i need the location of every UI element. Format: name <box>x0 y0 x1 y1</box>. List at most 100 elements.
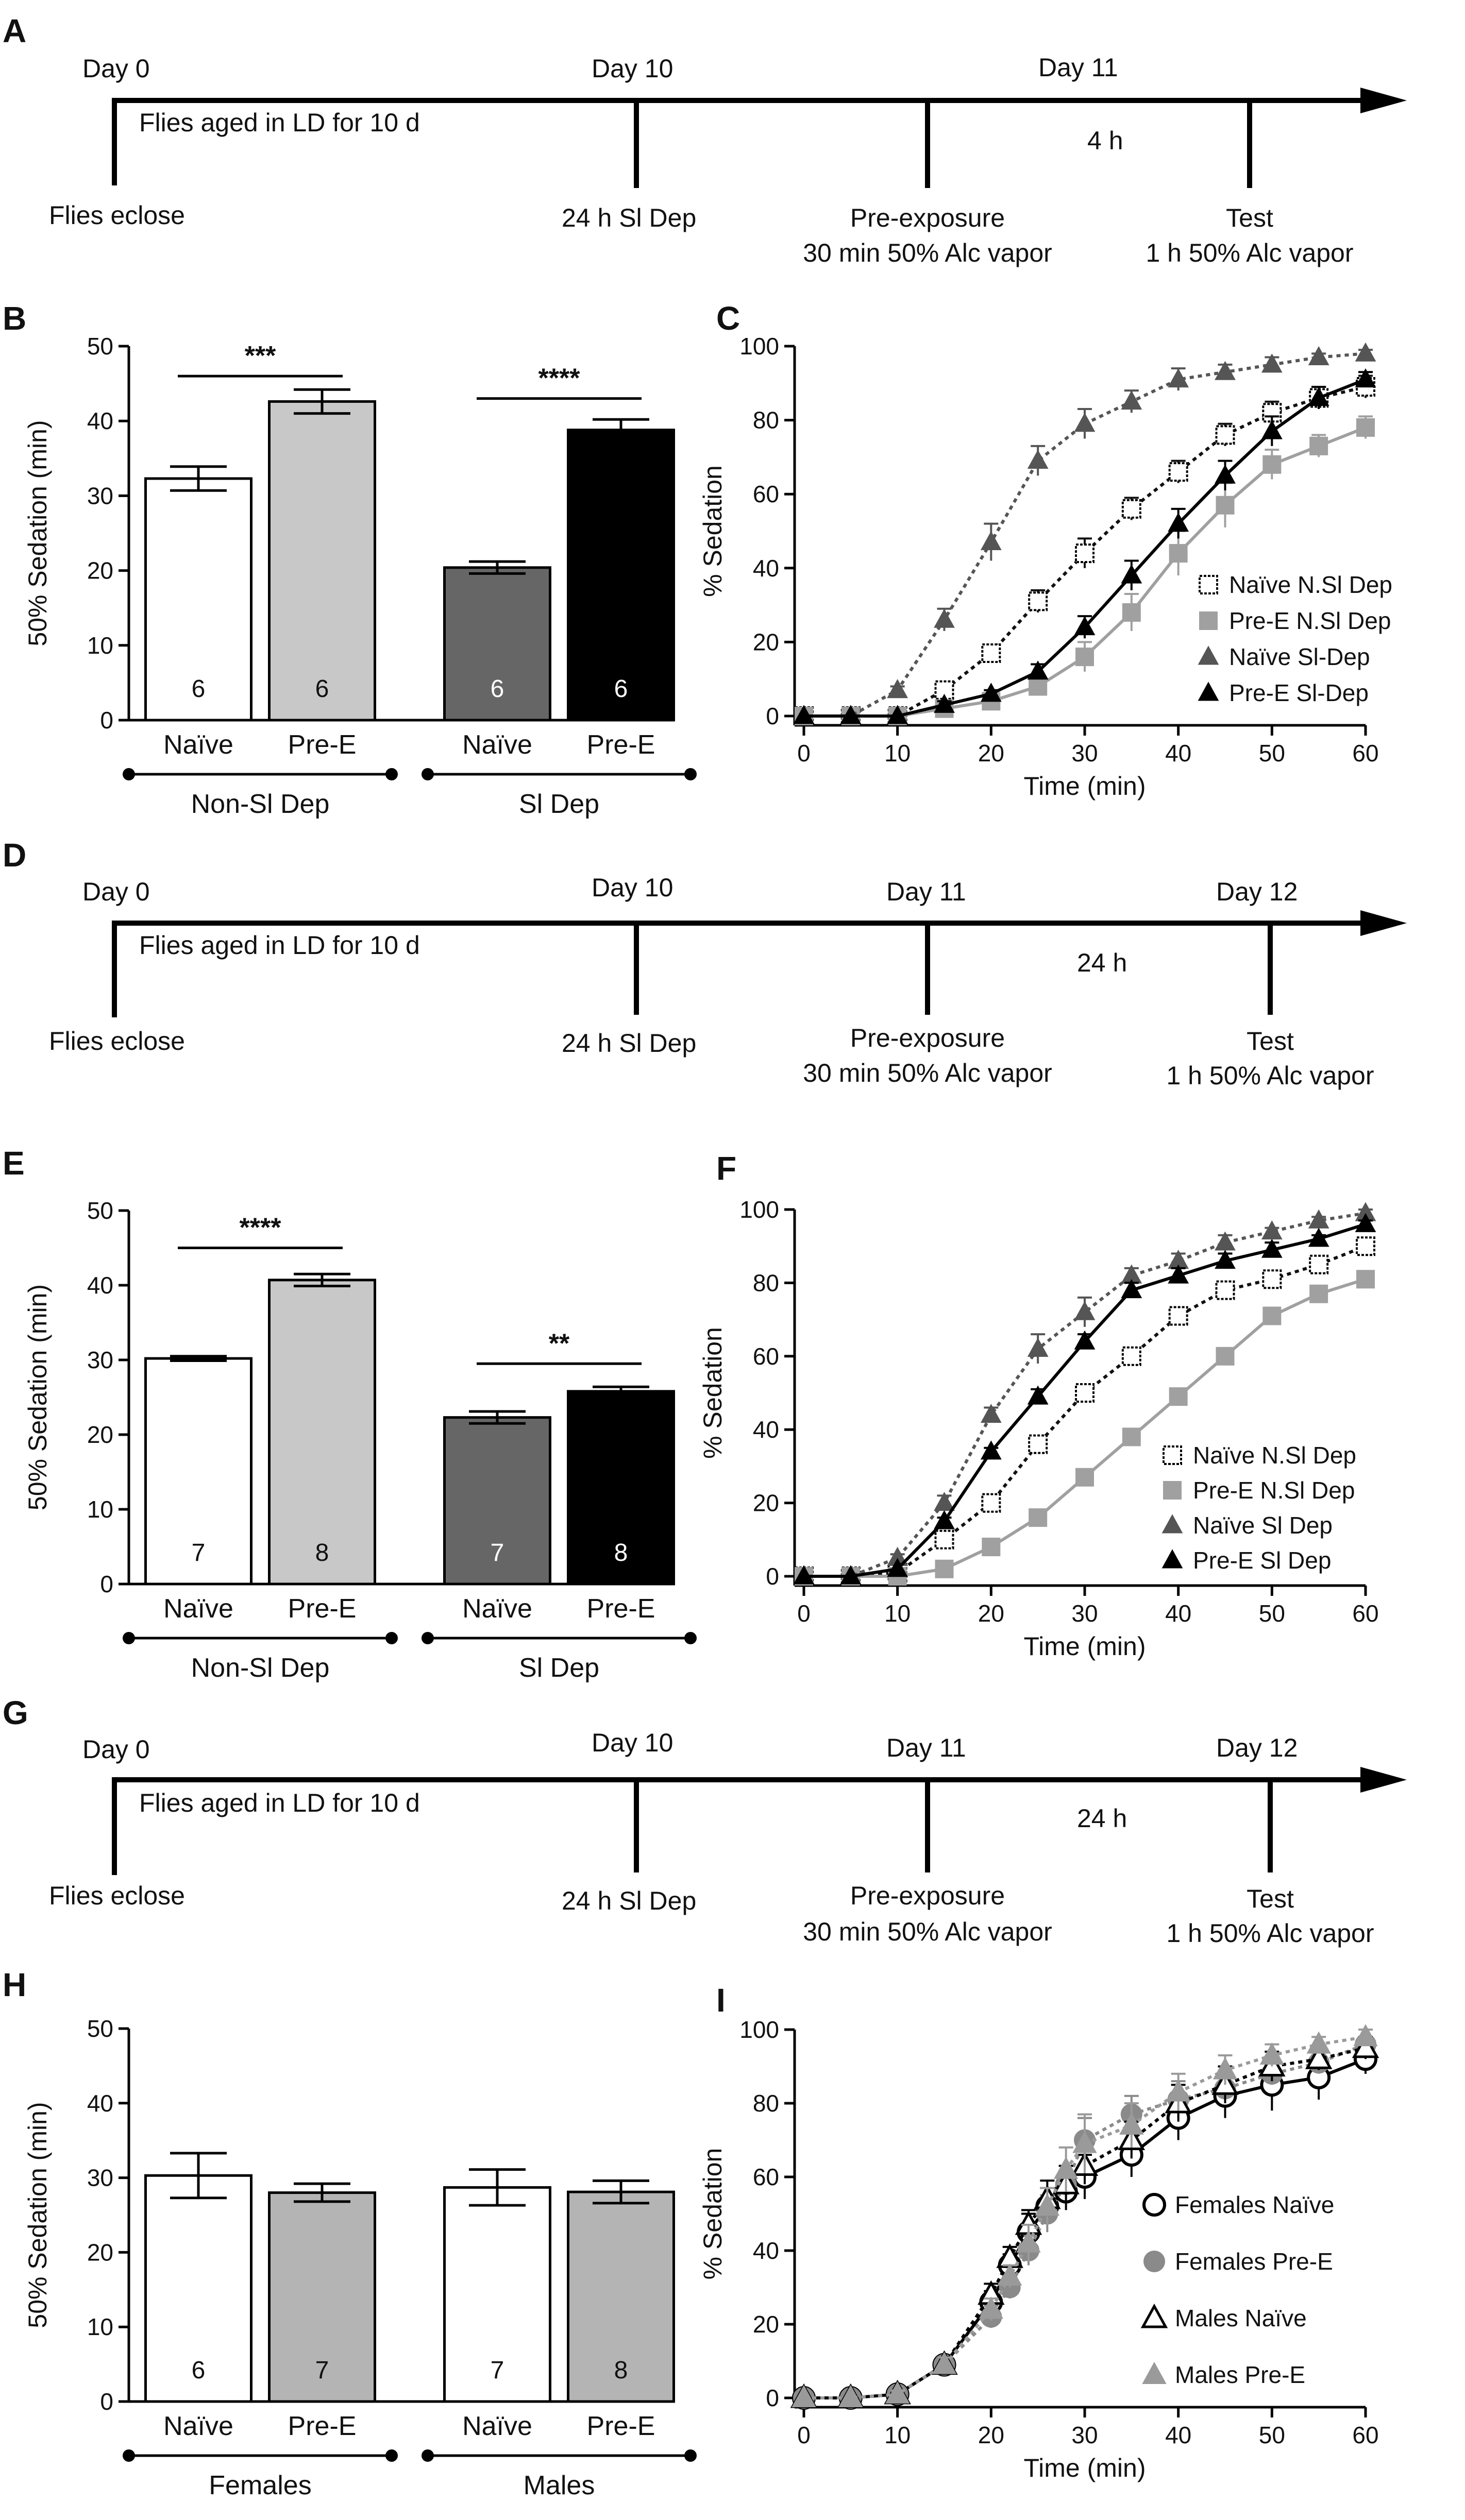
x-tick-label: 40 <box>1165 2422 1191 2448</box>
timeline-aged-text: Flies aged in LD for 10 d <box>139 108 420 137</box>
category-label: Naïve <box>163 2411 233 2441</box>
series-line <box>804 2042 1367 2399</box>
panel-letter: B <box>3 300 26 337</box>
data-point <box>1163 1445 1182 1465</box>
data-point <box>1029 677 1048 696</box>
bar-chart-e: E 0 10 20 30 40 50 50% Sedation (min) 7 Naïve 8 Pre… <box>3 1145 697 1683</box>
data-point <box>1213 2057 1238 2080</box>
y-tick-label: 40 <box>753 555 779 582</box>
y-axis-label: 50% Sedation (min) <box>23 420 52 646</box>
n-label: 6 <box>315 675 329 703</box>
y-tick-label: 0 <box>766 1563 779 1590</box>
timeline-sldep: 24 h Sl Dep <box>562 1029 696 1058</box>
x-tick-label: 60 <box>1352 1600 1378 1627</box>
y-tick-label: 60 <box>753 481 779 507</box>
data-point <box>1305 2045 1333 2069</box>
data-point <box>980 1404 1002 1423</box>
timeline-sldep: 24 h Sl Dep <box>562 1886 696 1915</box>
data-point <box>1355 1213 1376 1232</box>
y-tick-label: 80 <box>753 1269 779 1296</box>
data-point <box>1308 1228 1329 1247</box>
series-line <box>804 2035 1366 2399</box>
data-point <box>1216 496 1235 515</box>
data-point <box>1215 1280 1235 1300</box>
data-point <box>1121 1346 1141 1366</box>
y-tick-label: 40 <box>87 407 113 434</box>
group-label: Males <box>524 2471 595 2500</box>
data-point <box>1122 1427 1141 1446</box>
y-axis-label: 50% Sedation (min) <box>23 1284 52 1510</box>
data-point <box>1027 660 1049 680</box>
data-point <box>1074 616 1096 636</box>
data-point <box>1215 1250 1236 1269</box>
y-tick-label: 40 <box>753 1416 779 1443</box>
group-line-end <box>422 2449 434 2462</box>
bar <box>567 2190 675 2403</box>
line-chart-c: C 0 20 40 60 80 100 0 10 20 30 40 50 60 Time (min) % Se… <box>698 300 1392 801</box>
data-point <box>934 1510 955 1529</box>
group-line-end <box>684 1632 697 1644</box>
y-tick-label: 40 <box>87 2090 113 2117</box>
n-label: 7 <box>315 2357 329 2384</box>
bar <box>144 2174 252 2403</box>
data-point <box>1308 386 1329 406</box>
data-point <box>1216 1347 1235 1366</box>
data-point <box>1072 2131 1097 2153</box>
y-tick-label: 80 <box>753 407 779 434</box>
timeline-interval: 24 h <box>1077 1804 1127 1833</box>
x-tick-label: 0 <box>797 1600 811 1627</box>
data-point <box>1169 1387 1188 1406</box>
x-tick-label: 60 <box>1352 2422 1378 2448</box>
x-tick-label: 20 <box>978 1600 1004 1627</box>
timeline-day11: Day 11 <box>1038 53 1118 82</box>
data-point <box>980 683 1002 702</box>
data-point <box>1142 2361 1167 2384</box>
data-point <box>1143 2251 1165 2272</box>
x-tick-label: 50 <box>1259 740 1285 767</box>
panel-letter-g: G <box>3 1694 28 1731</box>
legend-label: Males Naïve <box>1175 2305 1307 2331</box>
significance-stars: ** <box>549 1329 570 1358</box>
y-tick-label: 0 <box>100 1571 113 1597</box>
y-tick-label: 30 <box>87 1347 113 1373</box>
data-point <box>935 1559 954 1578</box>
data-point <box>1309 436 1328 455</box>
timeline-aged-text: Flies aged in LD for 10 d <box>139 931 420 960</box>
data-point <box>1122 603 1141 622</box>
timeline-day10: Day 10 <box>592 1728 673 1757</box>
significance-stars: **** <box>240 1213 282 1243</box>
data-point <box>1356 1270 1375 1289</box>
x-tick-label: 0 <box>797 740 811 767</box>
x-tick-label: 10 <box>884 740 911 767</box>
legend-label: Pre-E N.Sl Dep <box>1193 1477 1355 1504</box>
timeline-pre2: 30 min 50% Alc vapor <box>803 1917 1052 1946</box>
data-point <box>997 2263 1022 2286</box>
data-point <box>1121 564 1142 584</box>
bar <box>443 566 551 722</box>
data-point <box>1306 2031 1331 2054</box>
data-point <box>887 1558 908 1577</box>
data-point <box>1261 1220 1283 1240</box>
data-point <box>1027 449 1049 469</box>
data-point <box>1075 1468 1094 1487</box>
data-point <box>1352 2033 1379 2058</box>
data-point <box>1199 575 1218 594</box>
data-point <box>1035 2193 1060 2216</box>
timeline-arrowhead <box>1360 88 1407 113</box>
timeline-pre1: Pre-exposure <box>850 203 1005 232</box>
timeline-eclose: Flies eclose <box>49 1027 185 1055</box>
category-label: Pre-E <box>587 730 655 760</box>
x-tick-label: 40 <box>1165 740 1191 767</box>
y-tick-label: 20 <box>753 2311 779 2338</box>
data-point <box>838 2385 863 2407</box>
bar <box>144 1357 252 1586</box>
data-point <box>1215 464 1236 484</box>
legend-label: Naïve Sl Dep <box>1193 1512 1333 1539</box>
data-point <box>1028 591 1048 611</box>
data-point <box>1121 1279 1142 1299</box>
bar <box>268 400 376 722</box>
timeline-interval: 24 h <box>1077 948 1127 977</box>
y-tick-label: 40 <box>87 1272 113 1299</box>
y-tick-label: 30 <box>87 2165 113 2191</box>
series-line <box>804 2046 1366 2399</box>
